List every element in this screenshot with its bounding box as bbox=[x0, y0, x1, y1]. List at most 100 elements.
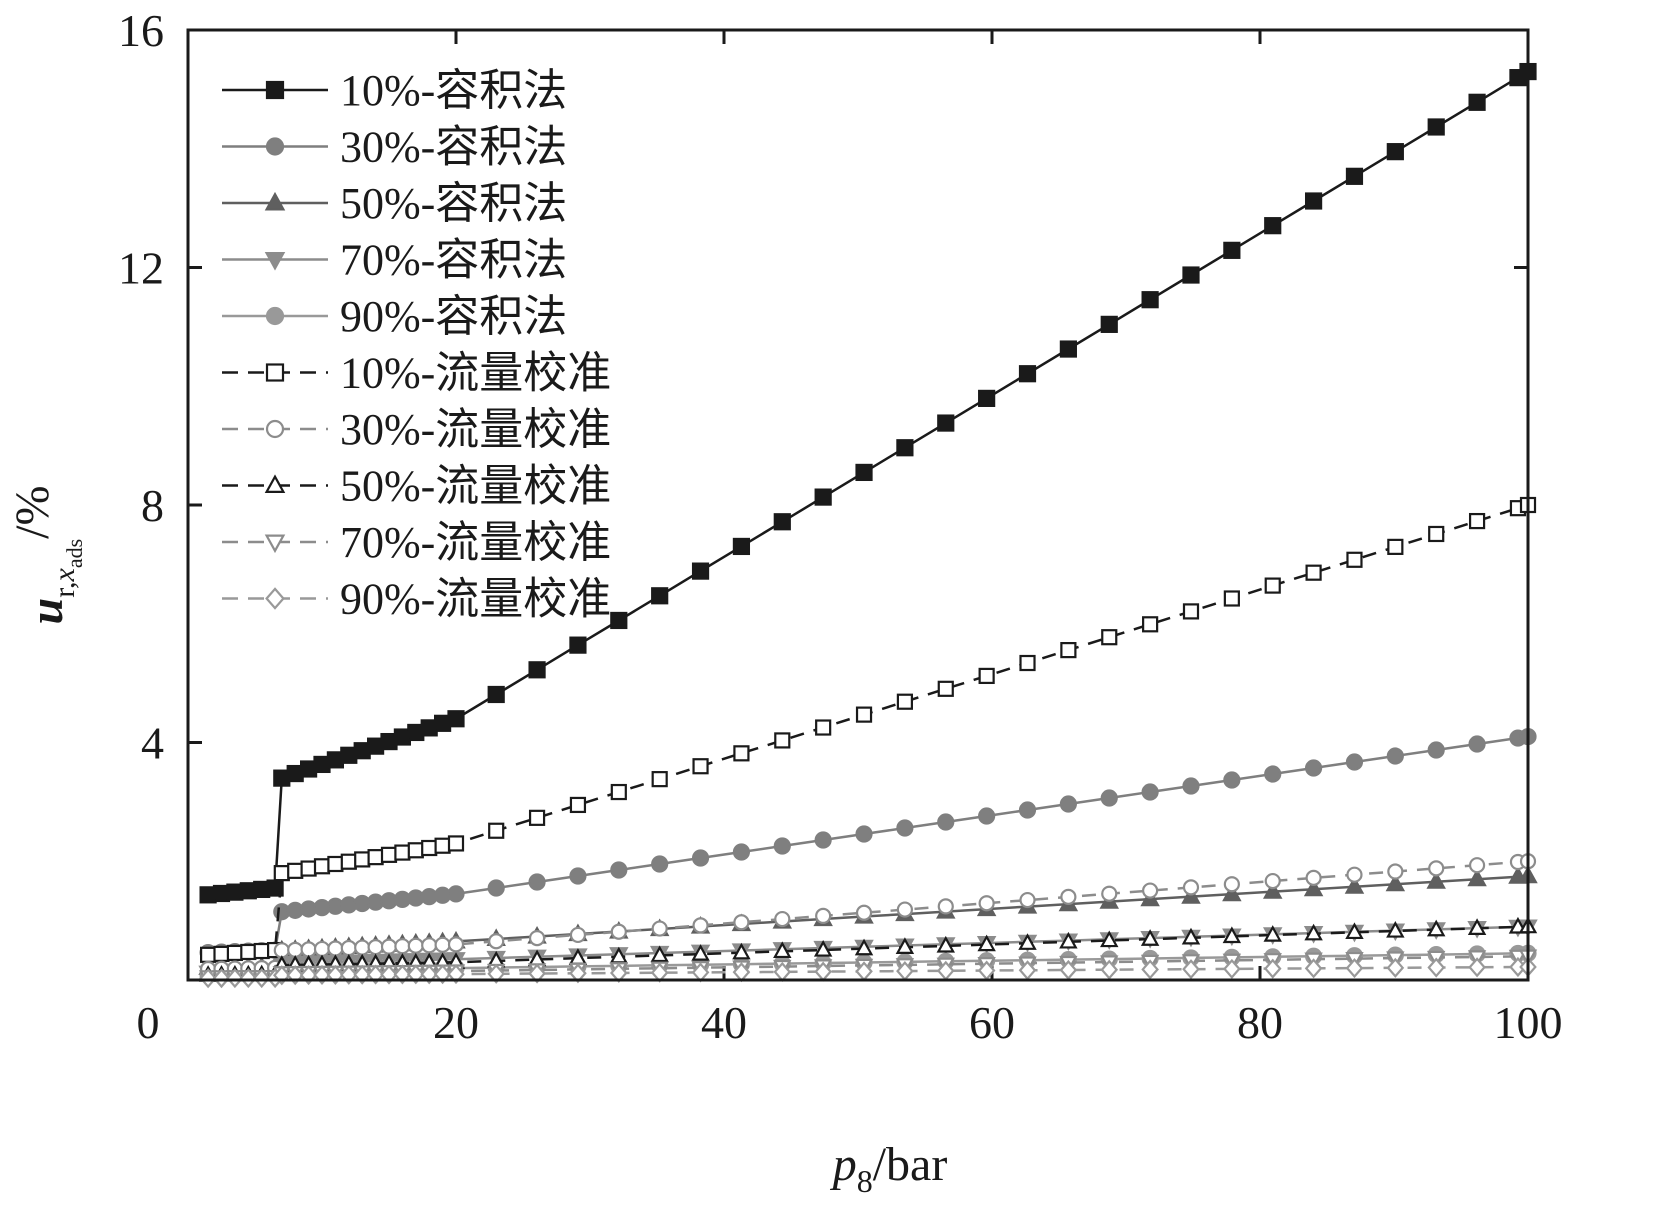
data-point bbox=[1223, 590, 1240, 607]
data-point bbox=[1182, 879, 1200, 896]
data-point bbox=[488, 933, 505, 950]
data-point bbox=[407, 937, 424, 954]
data-point bbox=[773, 837, 791, 855]
data-point bbox=[354, 939, 371, 956]
data-point bbox=[1387, 863, 1404, 880]
data-point bbox=[854, 938, 874, 956]
data-point bbox=[937, 813, 955, 831]
data-point bbox=[774, 910, 791, 928]
legend-item: 10%-流量校准 bbox=[222, 349, 611, 398]
data-point bbox=[528, 963, 546, 984]
data-point bbox=[1427, 118, 1445, 136]
y-tick-label: 12 bbox=[118, 243, 164, 294]
series-layer bbox=[198, 62, 1538, 989]
data-point bbox=[1428, 525, 1445, 543]
data-point bbox=[528, 809, 546, 826]
data-point bbox=[340, 939, 357, 957]
legend-label: 90%-容积法 bbox=[340, 292, 567, 341]
data-point bbox=[978, 895, 995, 912]
data-point bbox=[732, 537, 751, 556]
data-point bbox=[1468, 957, 1486, 978]
data-point bbox=[1060, 888, 1077, 905]
data-point bbox=[420, 964, 439, 985]
data-point bbox=[1018, 365, 1037, 383]
data-point bbox=[1059, 931, 1078, 949]
data-point bbox=[1018, 933, 1037, 950]
data-point bbox=[1262, 881, 1283, 899]
data-point bbox=[1345, 167, 1364, 185]
series-6 bbox=[200, 853, 1537, 978]
data-point bbox=[487, 685, 505, 704]
data-point bbox=[433, 964, 452, 985]
legend-label: 70%-流量校准 bbox=[340, 518, 611, 567]
data-point bbox=[569, 963, 587, 984]
legend-marker bbox=[265, 80, 285, 100]
data-point bbox=[1468, 93, 1486, 111]
legend-marker bbox=[265, 587, 285, 610]
legend-label: 30%-流量校准 bbox=[340, 405, 611, 454]
data-point bbox=[569, 796, 587, 814]
data-point bbox=[610, 611, 628, 630]
data-point bbox=[651, 920, 668, 937]
data-point bbox=[327, 940, 344, 957]
data-point bbox=[896, 439, 914, 457]
legend-marker bbox=[264, 534, 286, 554]
data-point bbox=[732, 843, 751, 861]
y-tick-label: 8 bbox=[141, 480, 164, 531]
data-point bbox=[1468, 857, 1486, 874]
data-point bbox=[733, 914, 750, 931]
data-point bbox=[300, 860, 317, 877]
data-point bbox=[226, 968, 244, 989]
data-point bbox=[814, 831, 832, 849]
data-point bbox=[610, 923, 627, 940]
axis-labels: 0 20 40 60 80 100 4 8 12 16 bbox=[118, 5, 1563, 1048]
data-point bbox=[1344, 876, 1365, 894]
data-point bbox=[1386, 957, 1405, 978]
data-point bbox=[447, 936, 465, 953]
data-point bbox=[895, 937, 915, 954]
data-point bbox=[1223, 958, 1241, 979]
data-point bbox=[569, 867, 587, 885]
data-point bbox=[367, 849, 384, 866]
legend-marker bbox=[265, 137, 285, 156]
legend-label: 30%-容积法 bbox=[340, 123, 567, 172]
plot-frame bbox=[186, 28, 1530, 982]
data-point bbox=[732, 942, 751, 960]
x-tick-label: 0 bbox=[137, 997, 160, 1048]
legend-item: 70%-容积法 bbox=[222, 236, 567, 285]
data-point bbox=[434, 936, 451, 953]
data-point bbox=[1426, 919, 1446, 937]
data-point bbox=[978, 667, 995, 685]
y-tick-label: 4 bbox=[141, 718, 164, 769]
data-point bbox=[354, 851, 371, 868]
data-point bbox=[273, 865, 290, 882]
data-point bbox=[1060, 642, 1077, 659]
data-point bbox=[1304, 958, 1323, 979]
data-point bbox=[815, 907, 832, 925]
data-point bbox=[1181, 927, 1201, 945]
data-point bbox=[1182, 603, 1200, 620]
data-point bbox=[1427, 957, 1446, 978]
data-point bbox=[240, 943, 257, 961]
legend-item: 90%-容积法 bbox=[222, 292, 567, 341]
data-point bbox=[1264, 765, 1282, 783]
data-point bbox=[937, 680, 954, 697]
legend-item: 30%-容积法 bbox=[222, 123, 567, 172]
data-point bbox=[1181, 886, 1201, 904]
data-point bbox=[313, 940, 331, 958]
data-point bbox=[896, 901, 914, 918]
data-point bbox=[394, 938, 411, 955]
data-point bbox=[1019, 654, 1036, 672]
data-point bbox=[815, 719, 832, 736]
data-point bbox=[1468, 512, 1486, 530]
data-point bbox=[1264, 217, 1282, 235]
legend-marker bbox=[264, 191, 286, 211]
data-point bbox=[691, 562, 710, 580]
data-point bbox=[1467, 868, 1487, 887]
data-point bbox=[421, 937, 438, 954]
data-point bbox=[421, 839, 438, 857]
data-point bbox=[937, 414, 955, 432]
data-point bbox=[1019, 891, 1036, 909]
data-point bbox=[380, 846, 398, 863]
